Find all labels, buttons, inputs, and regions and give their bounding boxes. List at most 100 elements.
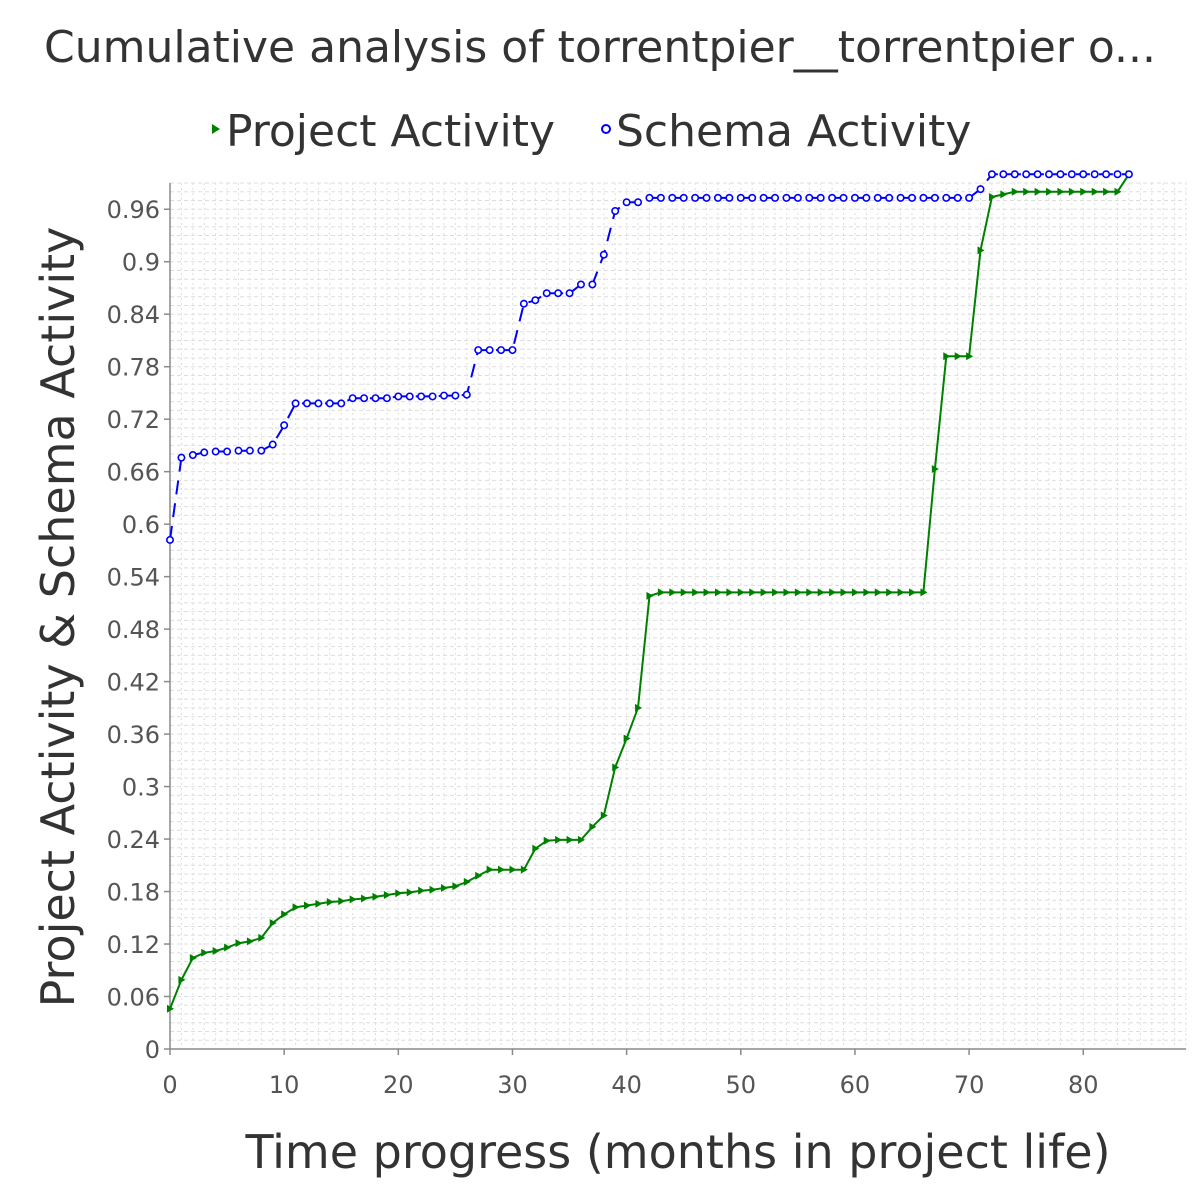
x-tick-label: 80 (1068, 1071, 1099, 1099)
data-point-project-activity (863, 588, 871, 597)
data-point-project-activity (988, 192, 996, 201)
data-point-schema-activity (976, 185, 985, 194)
data-point-project-activity (635, 703, 643, 712)
data-point-project-activity (543, 836, 551, 845)
data-point-project-activity (1011, 187, 1019, 196)
y-tick-label: 0.42 (107, 669, 160, 697)
data-point-schema-activity (337, 399, 346, 408)
data-point-schema-activity (439, 391, 448, 400)
data-point-schema-activity (428, 392, 437, 401)
data-point-schema-activity (588, 280, 597, 289)
data-point-project-activity (498, 865, 506, 874)
data-point-project-activity (349, 895, 357, 904)
data-point-schema-activity (1079, 170, 1088, 179)
data-point-schema-activity (519, 299, 528, 308)
x-tick-label: 10 (269, 1071, 300, 1099)
data-point-project-activity (246, 937, 254, 946)
data-point-schema-activity (1010, 170, 1019, 179)
data-point-schema-activity (771, 193, 780, 202)
data-point-schema-activity (394, 392, 403, 401)
data-point-schema-activity (645, 193, 654, 202)
data-point-schema-activity (314, 399, 323, 408)
data-point-project-activity (429, 885, 437, 894)
data-point-schema-activity (268, 440, 277, 449)
data-point-project-activity (909, 588, 917, 597)
data-point-schema-activity (953, 193, 962, 202)
data-point-project-activity (475, 871, 483, 880)
data-point-project-activity (772, 588, 780, 597)
data-point-schema-activity (576, 280, 585, 289)
data-point-project-activity (737, 588, 745, 597)
data-point-schema-activity (200, 448, 209, 457)
legend: Project Activity Schema Activity (212, 106, 971, 157)
data-point-project-activity (338, 897, 346, 906)
data-point-schema-activity (371, 394, 380, 403)
data-point-schema-activity (1124, 170, 1133, 179)
data-point-project-activity (1023, 187, 1031, 196)
grid (169, 182, 1187, 1050)
y-tick-label: 0.78 (107, 354, 160, 382)
data-point-schema-activity (211, 447, 220, 456)
data-point-schema-activity (325, 399, 334, 408)
y-tick-label: 0.6 (122, 511, 160, 539)
data-point-schema-activity (291, 399, 300, 408)
data-point-project-activity (600, 811, 608, 820)
data-point-schema-activity (1067, 170, 1076, 179)
data-point-project-activity (167, 1004, 174, 1013)
data-point-project-activity (303, 901, 311, 910)
data-point-schema-activity (839, 193, 848, 202)
data-point-schema-activity (462, 390, 471, 399)
data-point-project-activity (1068, 187, 1076, 196)
data-point-project-activity (406, 888, 414, 897)
chart-title: Cumulative analysis of torrentpier__torr… (44, 22, 1156, 73)
data-point-schema-activity (223, 447, 232, 456)
data-point-project-activity (189, 954, 197, 963)
data-point-project-activity (760, 588, 768, 597)
data-point-project-activity (783, 588, 791, 597)
data-point-schema-activity (713, 193, 722, 202)
data-point-project-activity (954, 352, 962, 361)
x-tick-label: 0 (162, 1071, 177, 1099)
series-project-activity (167, 170, 1133, 1013)
data-point-schema-activity (451, 391, 460, 400)
data-point-project-activity (577, 835, 585, 844)
data-point-project-activity (372, 892, 380, 901)
x-axis-ticks: 0 10 20 30 40 50 60 70 80 (162, 1049, 1099, 1099)
data-point-project-activity (486, 865, 494, 874)
data-point-project-activity (657, 588, 665, 597)
data-point-schema-activity (862, 193, 871, 202)
y-tick-label: 0.48 (107, 616, 160, 644)
data-point-schema-activity (930, 193, 939, 202)
data-point-project-activity (680, 588, 688, 597)
data-point-project-activity (886, 588, 894, 597)
y-tick-label: 0.36 (107, 721, 160, 749)
data-point-project-activity (703, 588, 711, 597)
data-point-project-activity (509, 865, 517, 874)
data-point-project-activity (829, 588, 837, 597)
data-point-project-activity (817, 588, 825, 597)
data-point-project-activity (931, 465, 939, 474)
data-point-project-activity (440, 884, 448, 893)
data-point-project-activity (920, 588, 928, 597)
data-point-schema-activity (188, 451, 197, 460)
data-point-project-activity (555, 835, 563, 844)
data-point-schema-activity (599, 250, 608, 259)
data-point-project-activity (646, 591, 654, 600)
data-point-project-activity (1091, 187, 1099, 196)
y-tick-label: 0.72 (107, 406, 160, 434)
data-point-schema-activity (565, 289, 574, 298)
data-point-schema-activity (1102, 170, 1111, 179)
data-point-project-activity (669, 588, 677, 597)
y-tick-label: 0.06 (107, 984, 160, 1012)
data-point-schema-activity (508, 346, 517, 355)
data-point-project-activity (235, 939, 243, 948)
data-point-schema-activity (668, 193, 677, 202)
data-point-project-activity (851, 588, 859, 597)
data-point-schema-activity (348, 394, 357, 403)
data-point-project-activity (840, 588, 848, 597)
legend-marker-schema-activity (601, 124, 611, 134)
data-point-schema-activity (942, 193, 951, 202)
data-point-project-activity (315, 899, 323, 908)
